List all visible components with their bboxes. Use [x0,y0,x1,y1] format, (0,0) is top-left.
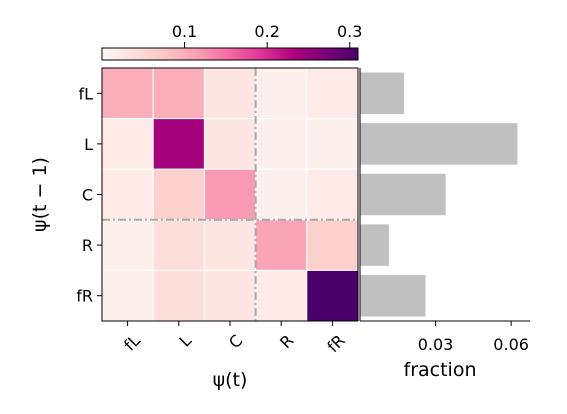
heatmap-cell [203,269,257,322]
heatmap-x-tick-label: L [175,331,195,351]
heatmap-cell [152,168,205,221]
heatmap-cell [255,168,308,221]
heatmap-cell [101,269,154,322]
bar-chart-x-tick-label: 0.06 [493,335,529,354]
heatmap-cell [203,219,257,271]
fraction-bar [360,123,518,165]
fraction-bar [360,224,389,266]
colorbar: 0.1 0.2 0.3 [101,22,362,61]
heatmap-cell [306,168,359,221]
heatmap-y-tick-label: L [84,135,93,154]
heatmap-y-tick-label: fR [76,287,93,306]
heatmap-x-axis-label: ψ(t) [213,369,248,391]
bar-chart-x-axis-label: fraction [404,359,477,381]
heatmap-cell [255,219,308,271]
colorbar-gradient [101,47,359,61]
heatmap-cell [101,168,154,221]
heatmap-x-tick-label: C [225,331,246,352]
heatmap-cell [203,168,257,221]
heatmap-cell [203,118,257,170]
fraction-bar [360,274,426,317]
heatmap-x-tick-label: fR [323,331,348,356]
heatmap-cell [255,67,308,120]
heatmap-cell [152,269,205,322]
heatmap-y-tick-label: C [82,186,93,205]
heatmap-cell [255,269,308,322]
heatmap-cell [203,67,257,120]
heatmap-cell [306,219,359,271]
heatmap-cell [101,67,154,120]
heatmap-y-axis-label: ψ(t − 1) [29,157,51,232]
heatmap-cell [152,219,205,271]
fraction-bar-chart: 0.03 0.06 fraction [359,68,530,381]
fraction-bar [360,72,405,115]
heatmap-cell [306,269,359,322]
heatmap-x-tick-label: R [276,331,297,352]
heatmap-x-tick-label: fL [120,331,144,355]
colorbar-tick-label: 0.1 [172,22,197,41]
heatmap-y-tick-label: fL [78,84,93,103]
heatmap-cell [306,67,359,120]
bar-chart-x-tick-label: 0.03 [418,335,454,354]
heatmap-cell [152,67,205,120]
heatmap-cell [152,118,205,170]
colorbar-tick-label: 0.2 [254,22,279,41]
heatmap-cell [306,118,359,170]
heatmap-cell [101,118,154,170]
heatmap-cell [101,219,154,271]
heatmap-cell [255,118,308,170]
fraction-bar [360,173,446,216]
colorbar-tick-label: 0.3 [337,22,362,41]
heatmap-y-tick-label: R [82,236,93,255]
